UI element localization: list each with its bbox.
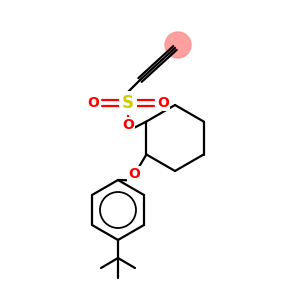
Text: O: O xyxy=(87,96,99,110)
Text: O: O xyxy=(157,96,169,110)
Text: S: S xyxy=(122,94,134,112)
Text: O: O xyxy=(122,118,134,132)
Text: O: O xyxy=(128,167,140,182)
Circle shape xyxy=(165,32,191,58)
